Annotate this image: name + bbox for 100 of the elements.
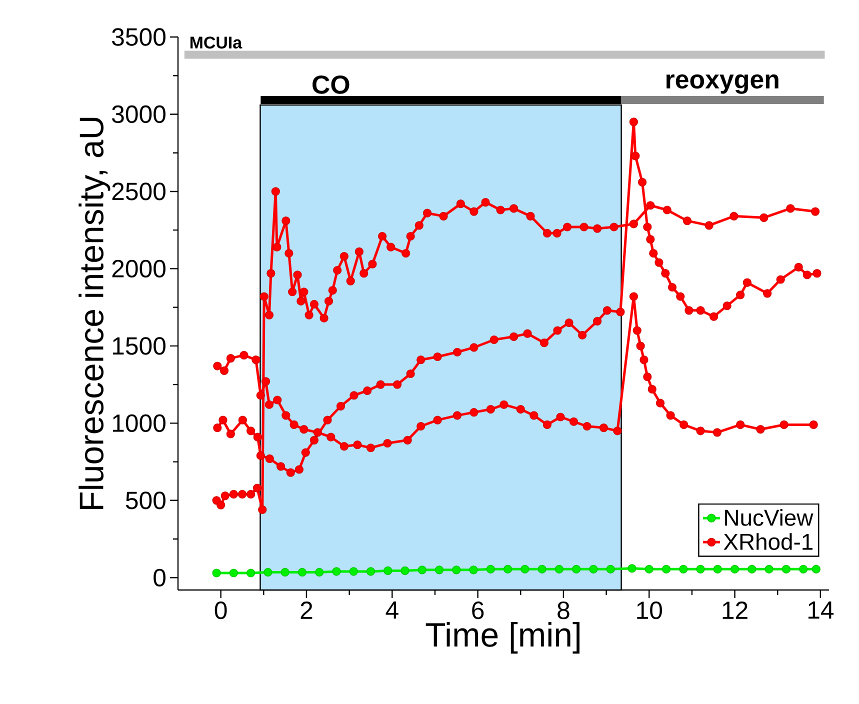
point [328, 286, 337, 295]
point [403, 436, 412, 444]
point [378, 232, 387, 241]
point [704, 221, 714, 230]
point [470, 207, 478, 216]
point [556, 412, 565, 422]
point [422, 208, 432, 218]
point [366, 444, 376, 452]
x-tick-label: 14 [808, 602, 834, 619]
x-axis-title: Time [min] [426, 622, 580, 654]
point [315, 568, 324, 577]
point [582, 422, 592, 431]
point [238, 416, 247, 424]
point [310, 300, 318, 309]
point [696, 306, 705, 315]
point [606, 564, 615, 574]
point [226, 430, 235, 438]
point [452, 348, 462, 356]
point [310, 436, 318, 444]
point [323, 416, 332, 424]
point [218, 416, 228, 424]
point [696, 426, 705, 436]
point [668, 282, 677, 292]
point [326, 432, 336, 442]
point [301, 448, 310, 457]
point [632, 326, 642, 335]
point [350, 391, 358, 400]
x-tick-label: 8 [558, 602, 570, 620]
point [383, 438, 392, 448]
point [262, 377, 270, 386]
point [500, 400, 508, 409]
point [418, 566, 426, 574]
point [712, 428, 722, 437]
point [216, 500, 226, 510]
point [540, 338, 548, 348]
point [392, 380, 402, 389]
point [296, 296, 306, 306]
point [265, 454, 274, 463]
y-tick-label: 3500 [112, 28, 166, 46]
point [776, 275, 785, 284]
point [520, 564, 530, 574]
point [229, 568, 238, 578]
point [538, 564, 546, 574]
point [416, 356, 426, 364]
annotation: reoxygen [666, 74, 778, 94]
point [220, 366, 229, 375]
point [631, 152, 640, 160]
point [264, 400, 274, 409]
point [384, 566, 392, 575]
point [490, 335, 498, 344]
point [679, 564, 688, 574]
point [376, 380, 385, 389]
point [333, 266, 342, 275]
point [213, 424, 222, 432]
point [298, 568, 307, 577]
point [730, 564, 740, 574]
y-axis-title: Fluorescence intensity, aU [78, 118, 110, 510]
point [628, 564, 636, 573]
point [246, 490, 256, 499]
point [656, 398, 665, 408]
point [363, 386, 372, 396]
point [340, 442, 348, 451]
point [794, 262, 803, 272]
point [320, 314, 328, 322]
point [542, 420, 552, 430]
point [238, 490, 247, 499]
point [782, 564, 790, 574]
point [414, 221, 424, 230]
point [340, 252, 348, 261]
point [439, 212, 448, 220]
point [470, 408, 478, 417]
point [456, 200, 465, 208]
point [602, 306, 612, 315]
point [629, 118, 638, 126]
point [786, 204, 795, 213]
y-tick-label: 500 [126, 492, 166, 510]
y-tick-label: 0 [154, 568, 166, 586]
y-tick-label: 1500 [112, 337, 166, 355]
x-tick-label: 0 [214, 602, 227, 620]
point [433, 352, 442, 362]
point [336, 402, 346, 410]
point [276, 462, 286, 471]
point [354, 247, 364, 256]
point [220, 491, 230, 500]
point [509, 204, 518, 213]
point [764, 564, 774, 574]
point [644, 564, 654, 574]
legend-label: NucView [725, 509, 814, 526]
point [593, 224, 602, 233]
point [470, 343, 478, 352]
point [256, 391, 265, 400]
point [649, 248, 658, 258]
x-tick-label: 4 [386, 602, 398, 619]
point [273, 396, 282, 404]
point [713, 564, 722, 574]
point [676, 292, 685, 301]
point [799, 564, 808, 574]
annotation: CO [312, 75, 350, 94]
point [523, 329, 532, 338]
point [366, 567, 376, 576]
